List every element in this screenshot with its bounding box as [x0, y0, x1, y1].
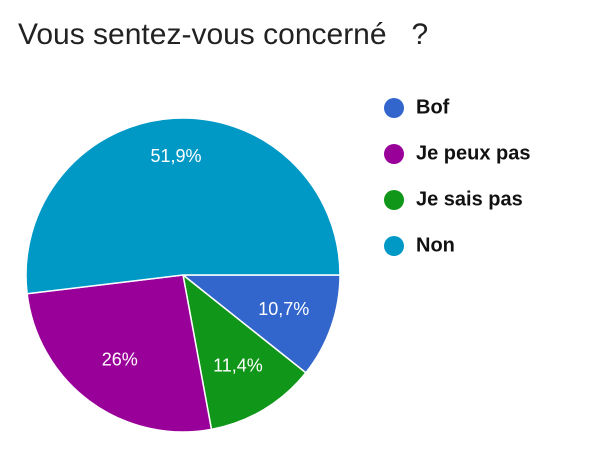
pie-slice — [180, 274, 341, 374]
pie-slice — [26, 274, 213, 433]
pie-slice — [181, 273, 307, 431]
legend-marker — [384, 144, 404, 164]
pie-slice — [25, 117, 341, 295]
value-label: 11,4% — [213, 355, 263, 375]
legend-label: Bof — [416, 96, 450, 118]
legend-label: Je sais pas — [416, 188, 523, 210]
legend-label: Non — [416, 234, 455, 256]
chart-title: Vous sentez-vous concerné ? — [18, 18, 428, 51]
value-label: 10,7% — [258, 299, 309, 319]
legend-marker — [384, 190, 404, 210]
value-label: 51,9% — [150, 146, 201, 166]
legend-marker — [384, 236, 404, 256]
value-label: 26% — [102, 350, 138, 370]
legend-label: Je peux pas — [416, 142, 531, 164]
legend-marker — [384, 98, 404, 118]
